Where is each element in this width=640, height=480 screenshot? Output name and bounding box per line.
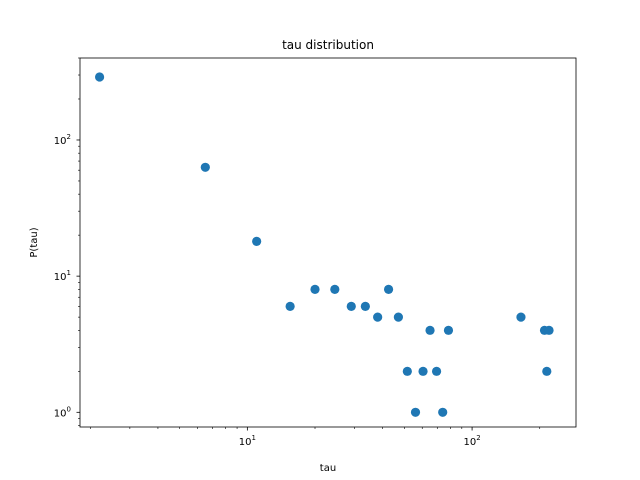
data-point	[443, 325, 454, 335]
data-point	[346, 301, 356, 311]
data-point	[542, 366, 552, 376]
chart-title: tau distribution	[282, 38, 374, 52]
data-point	[200, 162, 210, 172]
data-point	[360, 301, 370, 311]
data-point	[393, 312, 403, 322]
data-point	[310, 284, 320, 294]
data-point	[94, 72, 105, 82]
data-point	[418, 366, 428, 376]
y-tick-label: 100	[54, 405, 71, 419]
data-point	[330, 284, 340, 294]
data-point	[383, 284, 394, 294]
data-point	[431, 366, 442, 376]
data-point	[438, 407, 448, 417]
data-point	[373, 312, 383, 322]
data-point	[544, 325, 554, 335]
data-point	[402, 366, 412, 376]
plot-frame	[79, 57, 577, 428]
data-point	[285, 301, 295, 311]
x-axis-label: tau	[320, 463, 336, 474]
x-tick-label: 101	[239, 434, 256, 448]
data-points	[94, 72, 554, 417]
y-tick-label: 102	[54, 133, 71, 147]
data-point	[252, 236, 262, 246]
x-tick-label: 102	[463, 434, 480, 448]
y-tick-label: 101	[54, 269, 71, 283]
data-point	[425, 325, 435, 335]
y-axis-label: P(tau)	[29, 227, 40, 257]
data-point	[516, 312, 526, 322]
data-point	[410, 407, 421, 417]
